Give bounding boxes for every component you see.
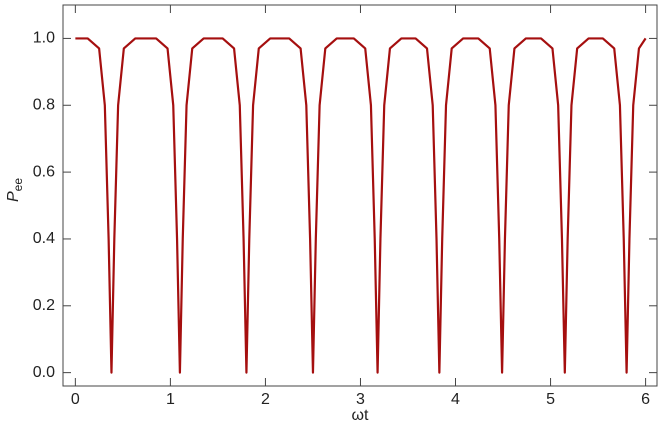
x-tick-label: 5 bbox=[546, 391, 555, 408]
x-tick-label: 4 bbox=[451, 391, 460, 408]
y-tick-label: 0.6 bbox=[33, 163, 55, 180]
x-tick-label: 3 bbox=[356, 391, 365, 408]
y-tick-label: 1.0 bbox=[33, 30, 55, 47]
y-label-sub: ee bbox=[11, 178, 25, 192]
y-axis-label: Pee bbox=[5, 178, 25, 202]
x-tick-label: 2 bbox=[261, 391, 270, 408]
y-tick-label: 0.8 bbox=[33, 96, 55, 113]
y-tick-label: 0.4 bbox=[33, 230, 55, 247]
x-axis-label: ωt bbox=[352, 407, 369, 424]
y-tick-label: 0.2 bbox=[33, 297, 55, 314]
x-tick-label: 0 bbox=[71, 391, 80, 408]
x-tick-label: 1 bbox=[166, 391, 175, 408]
data-line bbox=[75, 37, 647, 374]
y-label-main: P bbox=[5, 191, 22, 202]
y-tick-label: 0.0 bbox=[33, 364, 55, 381]
x-tick-label: 6 bbox=[641, 391, 650, 408]
